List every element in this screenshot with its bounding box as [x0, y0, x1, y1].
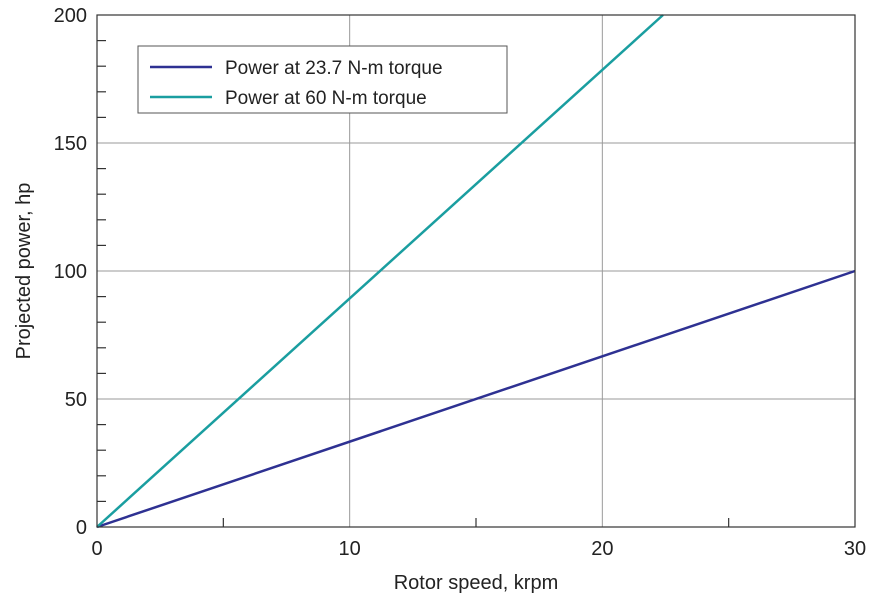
y-tick-labels: 0 50 100 150 200 — [54, 5, 87, 539]
y-tick-label: 50 — [65, 389, 87, 411]
x-tick-label: 10 — [339, 538, 361, 560]
minor-ticks — [97, 39, 730, 527]
series-line-2 — [96, 14, 664, 528]
y-axis-title: Projected power, hp — [13, 183, 35, 360]
series-line-1 — [96, 269, 856, 529]
legend-box — [137, 45, 508, 114]
x-axis-title: Rotor speed, krpm — [394, 572, 559, 594]
y-tick-label: 200 — [54, 5, 87, 27]
x-tick-labels: 0 10 20 30 — [91, 538, 866, 560]
x-tick-label: 0 — [91, 538, 102, 560]
legend-label-1: Power at 23.7 N-m torque — [225, 58, 443, 79]
series-lines — [96, 14, 856, 529]
y-tick-label: 100 — [54, 261, 87, 283]
legend: Power at 23.7 N-m torque Power at 60 N-m… — [137, 45, 508, 114]
x-tick-label: 30 — [844, 538, 866, 560]
x-tick-label: 20 — [591, 538, 613, 560]
legend-label-2: Power at 60 N-m torque — [225, 88, 427, 109]
y-tick-label: 0 — [76, 517, 87, 539]
y-tick-label: 150 — [54, 133, 87, 155]
plot-frame — [96, 14, 856, 528]
